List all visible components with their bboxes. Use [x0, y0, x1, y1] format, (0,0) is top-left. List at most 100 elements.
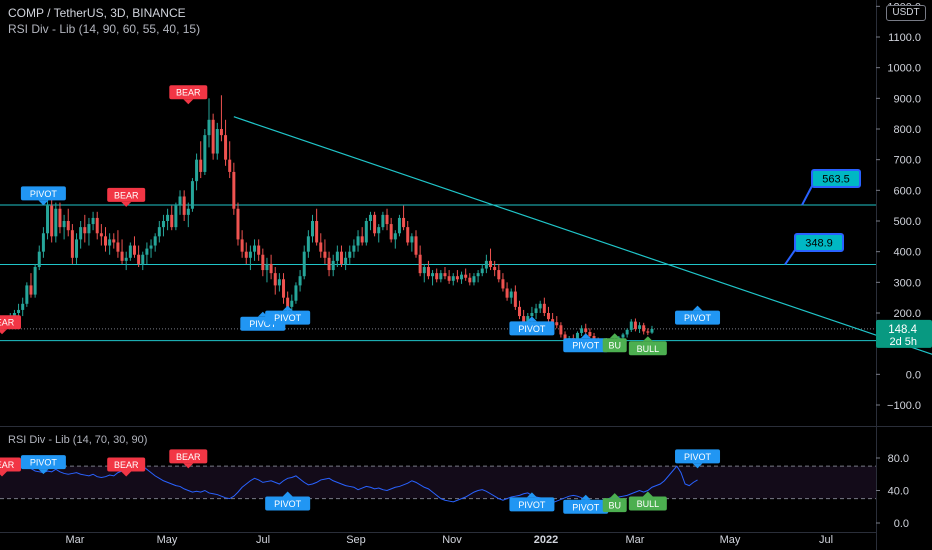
candle-body: [120, 251, 124, 261]
rsi-signal-pointer: [692, 463, 703, 469]
candle-body: [344, 257, 348, 264]
candle-body: [174, 205, 178, 228]
price-axis-label: 1000.0: [887, 63, 921, 75]
candle-body: [79, 227, 83, 240]
rsi-signal-box: [265, 496, 311, 511]
candle-body: [265, 263, 269, 271]
price-bear-signal: BEAR: [107, 187, 146, 207]
rsi-signal-text: PIVOT: [572, 502, 600, 512]
candle-body: [381, 214, 385, 228]
candle-body: [170, 214, 174, 228]
candle-body: [480, 268, 484, 274]
candle-body: [182, 196, 186, 215]
rsi-signal-pointer: [121, 471, 132, 477]
candle-body: [497, 270, 501, 280]
candle-body: [232, 171, 236, 209]
price-signal-box: [0, 315, 21, 330]
currency-button[interactable]: USDT: [886, 5, 926, 21]
rsi-signal-text: BEAR: [114, 460, 139, 470]
candle-body: [563, 334, 567, 341]
candle-body: [21, 303, 25, 310]
candle-body: [534, 308, 538, 313]
candle-body: [588, 332, 592, 336]
price-signal-text: BEAR: [176, 88, 201, 98]
candle-body: [137, 254, 141, 264]
candle-body: [551, 319, 555, 323]
candle-body: [298, 276, 302, 286]
price-axis-label: 600.0: [893, 185, 921, 197]
candle-body: [476, 273, 480, 277]
price-signal-pointer: [38, 200, 49, 206]
price-pivot-signal: PIVOT: [20, 186, 66, 206]
price-signal-box: [169, 85, 208, 100]
rsi-indicator-title: RSI Div - Lib (14, 70, 30, 90): [8, 434, 147, 446]
candle-body: [211, 119, 215, 154]
price-bear-signal: BEAR: [169, 85, 208, 105]
candle-body: [236, 208, 240, 240]
candle-body: [642, 325, 646, 332]
rsi-axis-label: 0.0: [894, 518, 909, 530]
candle-body: [584, 328, 588, 333]
candle-body: [257, 245, 261, 255]
rsi-signal-pointer: [609, 493, 620, 499]
candle-body: [319, 242, 323, 252]
price-pivot-signal: PIVOT: [563, 333, 609, 353]
candle-body: [108, 239, 112, 246]
price-signal-box: [602, 338, 627, 353]
candle-body: [518, 306, 521, 317]
candle-body: [633, 321, 637, 329]
price-signal-box: [675, 310, 721, 325]
candle-body: [166, 214, 170, 221]
candle-body: [37, 251, 41, 267]
price-signal-pointer: [692, 305, 703, 311]
rsi-signal-box: [563, 499, 609, 514]
candle-body: [149, 245, 153, 249]
price-axis-label: 700.0: [893, 155, 921, 167]
candle-body: [410, 236, 414, 243]
time-axis-label: May: [720, 534, 741, 546]
candle-body: [302, 251, 306, 277]
price-signal-pointer: [642, 336, 653, 342]
price-signal-text: BEAR: [0, 318, 15, 328]
candle-body: [414, 236, 418, 255]
price-axis-label: 400.0: [893, 247, 921, 259]
candle-body: [393, 233, 397, 240]
rsi-signal-box: [0, 457, 21, 472]
candle-body: [406, 227, 410, 243]
price-axis-label: 300.0: [893, 277, 921, 289]
price-axis-label: 200.0: [893, 308, 921, 320]
price-signal-box: [20, 186, 66, 201]
price-signal-text: BU: [608, 341, 621, 351]
price-signal-box: [563, 338, 609, 353]
candle-body: [261, 254, 265, 271]
rsi-bear-signal: BEAR: [0, 457, 21, 477]
rsi-signal-box: [628, 496, 667, 511]
candle-body: [323, 251, 327, 258]
candle-body: [91, 217, 95, 225]
candle-body: [190, 181, 194, 209]
candle-body: [484, 260, 488, 269]
price-axis-label: 500.0: [893, 216, 921, 228]
candle-body: [439, 273, 443, 280]
price-pivot-signal: PIVOT: [509, 316, 555, 336]
rsi-signal-text: PIVOT: [684, 452, 712, 462]
rsi-signal-text: BULL: [637, 499, 660, 509]
price-pivot-signal: PIVOT: [265, 305, 311, 325]
candle-body: [95, 217, 99, 234]
candle-body: [294, 285, 298, 301]
price-axis-label: 800.0: [893, 124, 921, 136]
candle-body: [339, 251, 343, 264]
rsi-bull-signal: BULL: [628, 491, 667, 511]
candle-body: [186, 208, 190, 215]
level-callout-box: [794, 233, 844, 252]
candle-body: [282, 279, 286, 298]
candle-body: [650, 328, 654, 333]
price-signal-box: [509, 321, 555, 336]
candle-body: [273, 273, 277, 286]
candle-body: [431, 273, 435, 277]
candle-body: [472, 276, 476, 283]
rsi-signal-box: [675, 449, 721, 464]
rsi-signal-text: BEAR: [0, 460, 15, 470]
candle-body: [397, 217, 401, 234]
